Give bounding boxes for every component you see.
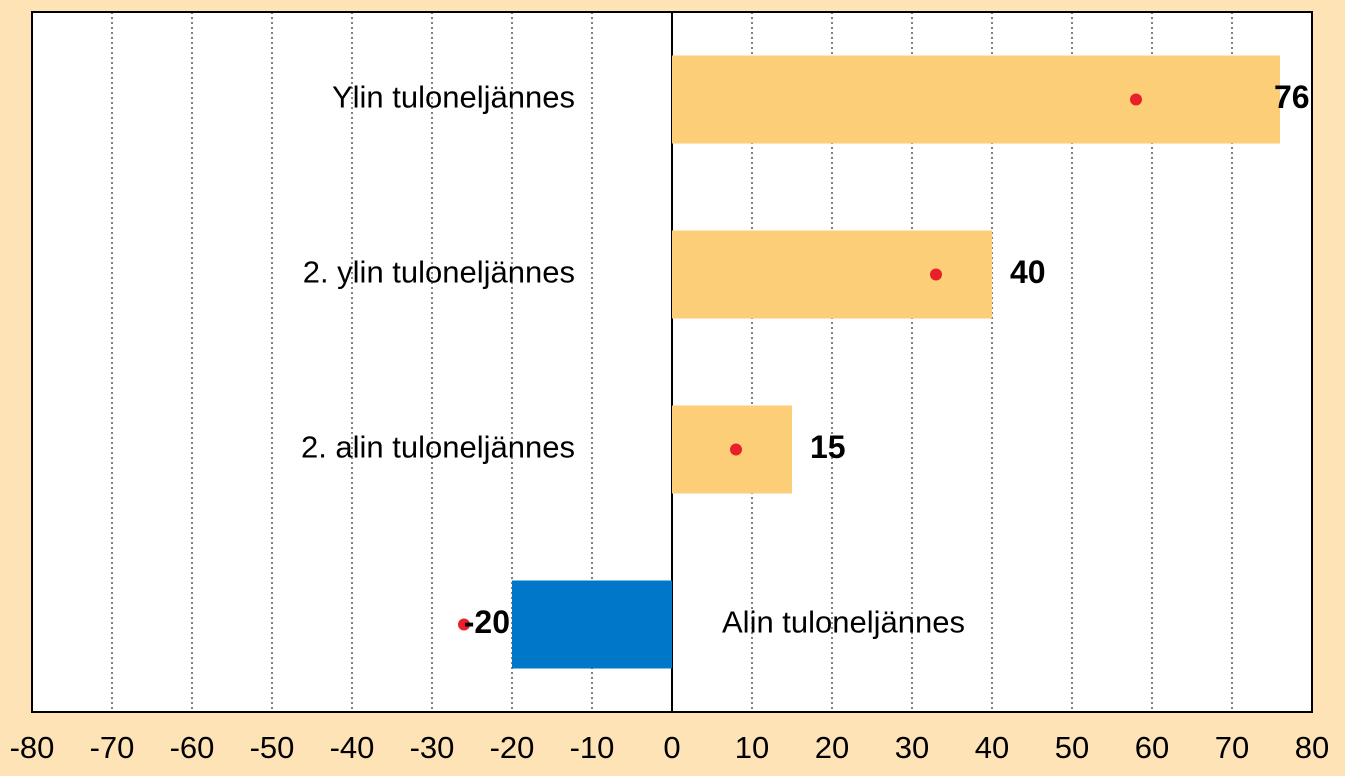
- x-tick-label: 40: [975, 730, 1009, 765]
- x-tick-label: -40: [330, 730, 375, 765]
- category-label: Ylin tuloneljännes: [332, 80, 575, 115]
- x-tick-label: -10: [570, 730, 615, 765]
- x-tick-label: -70: [90, 730, 135, 765]
- x-tick-label: 0: [663, 730, 680, 765]
- x-tick-label: 70: [1215, 730, 1249, 765]
- x-tick-label: -60: [170, 730, 215, 765]
- bar: [672, 55, 1280, 144]
- category-label: Alin tuloneljännes: [722, 605, 965, 640]
- x-tick-label: 60: [1135, 730, 1169, 765]
- x-tick-label: 20: [815, 730, 849, 765]
- x-tick-label: -30: [410, 730, 455, 765]
- x-tick-label: -80: [10, 730, 55, 765]
- value-label: 40: [1010, 254, 1046, 290]
- value-label: 15: [810, 429, 846, 465]
- x-tick-label: -20: [490, 730, 535, 765]
- dot-marker: [930, 268, 942, 281]
- x-tick-label: 10: [735, 730, 769, 765]
- bar: [512, 580, 672, 669]
- plot-frame: [31, 11, 1313, 713]
- value-label: -20: [464, 604, 510, 640]
- value-label: 76: [1274, 79, 1310, 115]
- dot-marker: [458, 618, 470, 631]
- bar: [672, 230, 992, 319]
- category-label: 2. ylin tuloneljännes: [303, 255, 575, 290]
- x-tick-label: 30: [895, 730, 929, 765]
- dot-marker: [730, 443, 742, 456]
- x-tick-label: -50: [250, 730, 295, 765]
- x-tick-label: 80: [1295, 730, 1329, 765]
- dot-marker: [1130, 93, 1142, 106]
- x-tick-label: 50: [1055, 730, 1089, 765]
- category-label: 2. alin tuloneljännes: [301, 430, 575, 465]
